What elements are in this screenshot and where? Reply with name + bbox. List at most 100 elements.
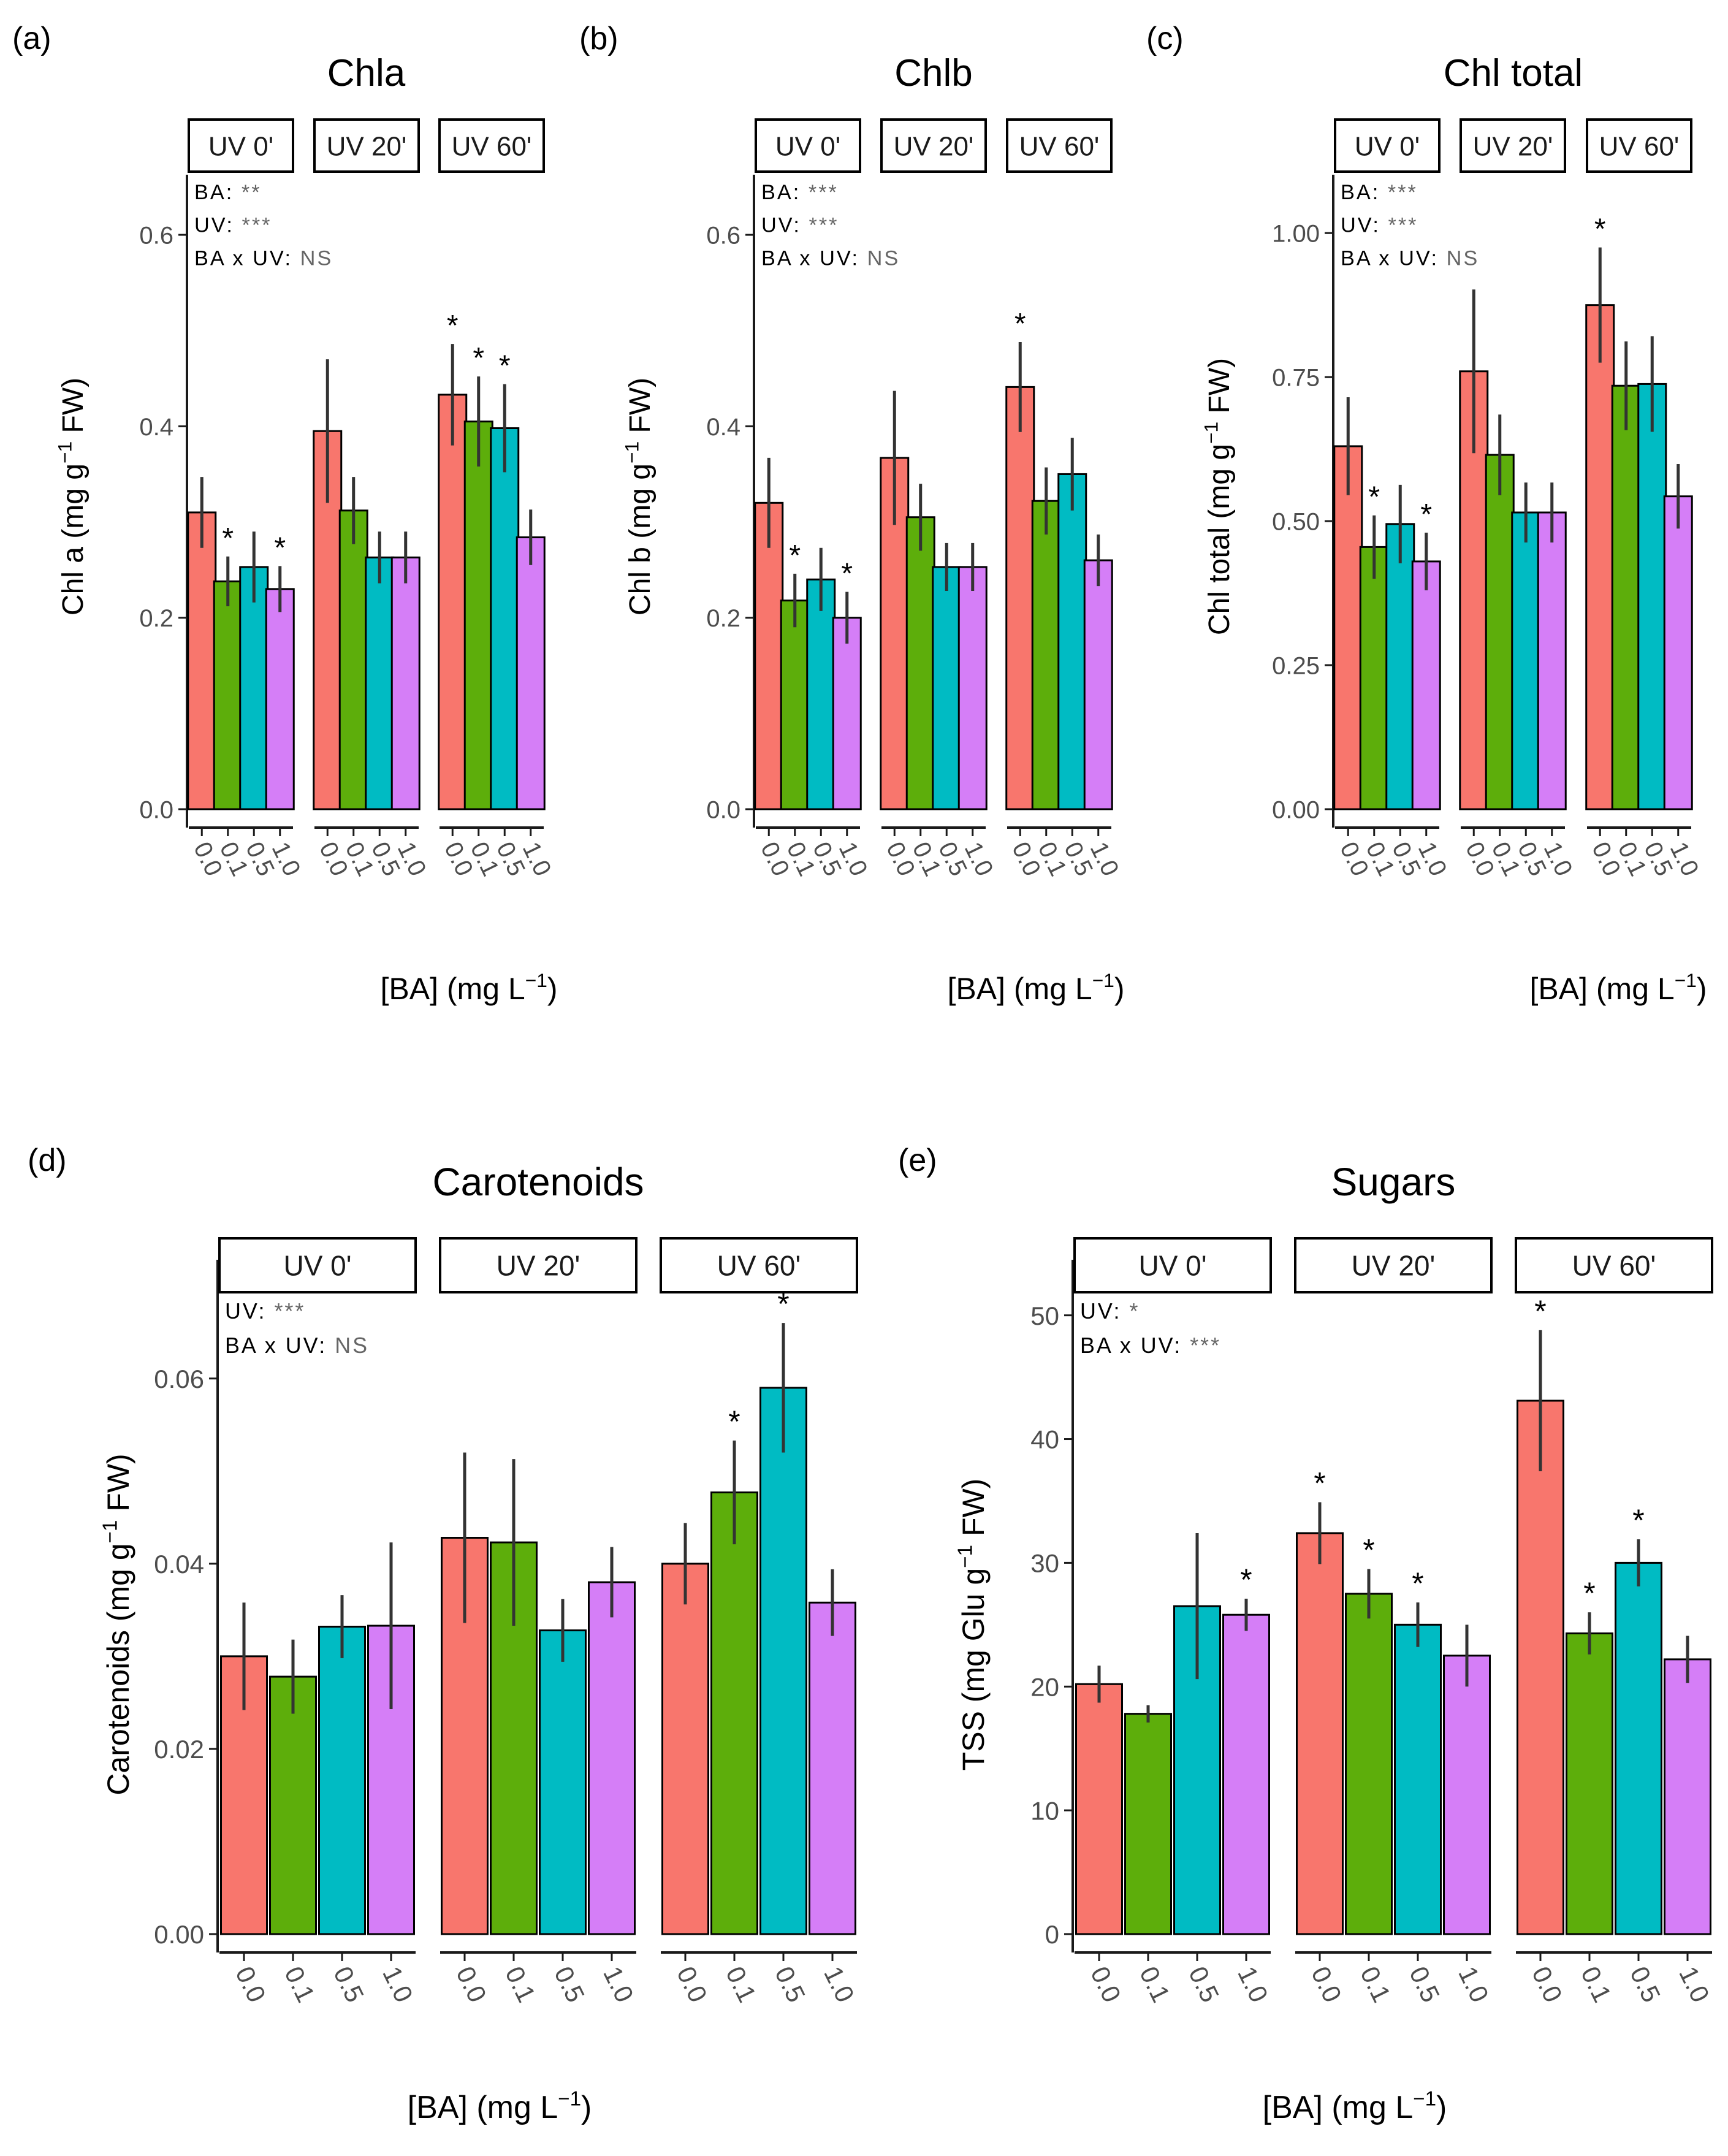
facet-strip-label: UV 60' xyxy=(452,131,532,161)
stats-value: *** xyxy=(1388,181,1418,204)
significance-marker: * xyxy=(1583,1576,1595,1610)
x-axis-label: [BA] (mg L−1) xyxy=(948,969,1125,1006)
stats-key: BA x UV: xyxy=(225,1333,335,1358)
significance-marker: * xyxy=(1014,308,1026,340)
stats-key: UV: xyxy=(1080,1299,1129,1324)
facet-3: UV 60'*0.00.10.51.0 xyxy=(1585,118,1704,880)
y-tick-label: 10 xyxy=(1030,1796,1059,1825)
x-axis-label-main: [BA] (mg L xyxy=(381,972,525,1006)
stats-key: BA: xyxy=(194,181,242,204)
x-axis-label: [BA] (mg L−1) xyxy=(408,2087,592,2125)
bar xyxy=(710,1491,758,1935)
stats-value: *** xyxy=(1190,1333,1221,1358)
y-tick-label: 0.06 xyxy=(154,1365,204,1393)
stats-line: BA: ** xyxy=(194,181,262,204)
facet-1: UV 0'0.0*0.10.5*1.0 xyxy=(187,118,306,880)
bar xyxy=(1057,473,1087,810)
facet-strip-label: UV 0' xyxy=(283,1250,351,1282)
bar xyxy=(318,1626,366,1935)
bar xyxy=(1485,454,1515,810)
stats-key: UV: xyxy=(194,214,242,237)
bar xyxy=(1296,1532,1344,1935)
y-axis-label-main: Chl b (mg g xyxy=(624,463,657,615)
y-tick-label: 0.00 xyxy=(154,1920,204,1949)
bar xyxy=(269,1675,317,1935)
y-tick-label: 0.6 xyxy=(139,222,173,249)
bar xyxy=(490,427,520,810)
facet-strip xyxy=(218,1237,417,1293)
bar xyxy=(809,1601,856,1935)
chart-title: Chlb xyxy=(894,52,973,94)
significance-marker: * xyxy=(473,342,484,375)
y-tick-label: 0.50 xyxy=(1272,508,1320,535)
bar xyxy=(1075,1683,1123,1935)
facet-strip-label: UV 60' xyxy=(1599,131,1680,161)
facet-3: UV 60' 0.0 * 0.1 * 0.5 1.0 xyxy=(660,1237,860,2006)
stats-line: BA x UV: NS xyxy=(1341,246,1479,270)
stats-value: *** xyxy=(1388,214,1418,237)
facet-strip-label: UV 0' xyxy=(208,131,273,161)
stats-value: * xyxy=(1129,1299,1140,1324)
stats-value: *** xyxy=(809,181,839,204)
stats-line: UV: *** xyxy=(761,214,839,237)
bar xyxy=(239,566,269,810)
bar xyxy=(213,580,243,810)
stats-key: UV: xyxy=(1341,214,1388,237)
x-axis-label-end: ) xyxy=(547,972,558,1006)
bar xyxy=(1345,1593,1393,1935)
bar xyxy=(932,566,962,810)
x-tick-label: 1.0 xyxy=(377,1962,419,2006)
x-tick-label: 0.1 xyxy=(1134,1962,1176,2006)
y-axis-label: Chl a (mg g−1 FW) xyxy=(54,378,89,615)
stats-line: UV: *** xyxy=(1341,214,1418,237)
x-axis-label: [BA] (mg L−1) xyxy=(1530,969,1707,1006)
x-tick-label: 0.0 xyxy=(671,1962,713,2006)
stats-value: *** xyxy=(242,214,272,237)
stats-value: *** xyxy=(809,214,839,237)
x-tick-label: 1.0 xyxy=(1085,838,1124,880)
facet-strip xyxy=(1460,118,1566,173)
bar xyxy=(1083,559,1113,810)
bar xyxy=(1615,1561,1662,1935)
bar xyxy=(1394,1623,1442,1935)
facet-strip-label: UV 0' xyxy=(1138,1250,1206,1282)
y-axis-label-sup: −1 xyxy=(954,1545,977,1568)
y-axis-label: Chl total (mg g−1 FW) xyxy=(1200,358,1236,635)
x-tick-label: 1.0 xyxy=(1673,1962,1715,2006)
stats-key: BA x UV: xyxy=(194,246,300,270)
facet-strip xyxy=(660,1237,858,1293)
facet-2: UV 20'0.00.10.51.0 xyxy=(313,118,432,880)
y-axis-label-main: TSS (mg Glu g xyxy=(956,1568,991,1771)
significance-marker: * xyxy=(499,350,511,383)
stats-line: UV: *** xyxy=(225,1299,305,1324)
facet-1: UV 0'0.0*0.10.5*1.0 xyxy=(754,118,873,880)
significance-marker: * xyxy=(1420,498,1432,531)
x-tick-label: 0.1 xyxy=(279,1962,321,2006)
facet-strip-label: UV 0' xyxy=(1355,131,1420,161)
bar xyxy=(539,1629,587,1935)
x-tick-label: 0.5 xyxy=(1624,1962,1666,2006)
facet-strip xyxy=(1586,118,1692,173)
stats-annotation: BA: ***UV: ***BA x UV: NS xyxy=(761,181,900,270)
y-tick-label: 0.2 xyxy=(706,605,740,632)
facet-strip-label: UV 20' xyxy=(1352,1250,1436,1282)
facet-strip xyxy=(1294,1237,1493,1293)
facet-strip xyxy=(755,118,861,173)
x-axis-label: [BA] (mg L−1) xyxy=(1263,2087,1447,2125)
stats-key: BA: xyxy=(1341,181,1388,204)
stats-key: BA: xyxy=(761,181,809,204)
x-tick-label: 1.0 xyxy=(598,1962,639,2006)
bar xyxy=(1443,1655,1491,1935)
bar xyxy=(438,394,468,810)
y-axis-label-end: FW) xyxy=(1203,358,1236,422)
stats-key: BA x UV: xyxy=(1341,246,1447,270)
stats-value: NS xyxy=(867,246,900,270)
significance-marker: * xyxy=(1412,1566,1423,1601)
y-tick-label: 40 xyxy=(1030,1425,1059,1454)
facet-strip xyxy=(1515,1237,1713,1293)
stats-line: BA: *** xyxy=(761,181,839,204)
